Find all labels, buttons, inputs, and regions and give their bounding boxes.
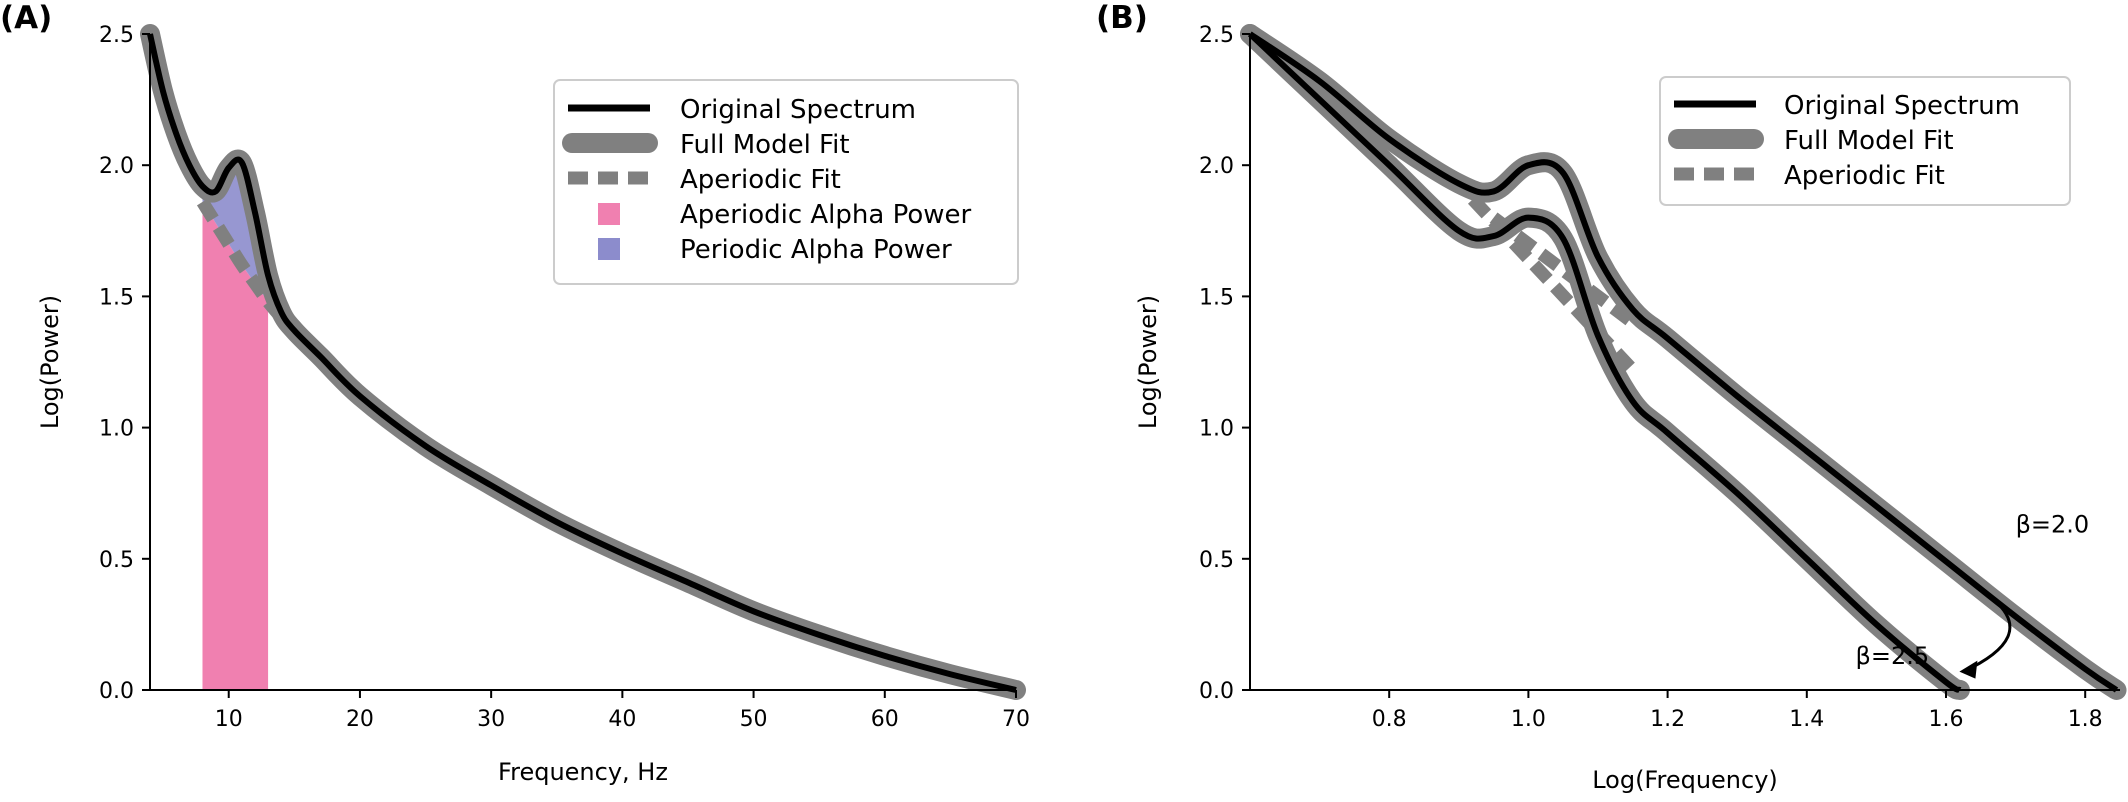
curved-arrow-icon — [1962, 599, 2012, 673]
x-tick-label: 70 — [1002, 707, 1030, 732]
y-tick-label: 2.5 — [1199, 23, 1234, 48]
panel-a-axes — [149, 34, 1016, 691]
legend-full-model-fit: Full Model Fit — [1784, 126, 1954, 156]
aperiodic-alpha-power-swatch — [598, 203, 620, 225]
x-tick-label: 50 — [740, 707, 768, 732]
panel-a-x-axis-label: Frequency, Hz — [498, 758, 668, 786]
legend-original-spectrum: Original Spectrum — [1784, 91, 2020, 121]
y-tick-label: 1.5 — [1199, 285, 1234, 310]
x-tick-label: 1.8 — [2068, 707, 2103, 732]
periodic-alpha-power-swatch — [598, 238, 620, 260]
x-tick-label: 1.4 — [1789, 707, 1824, 732]
legend-aperiodic-alpha-power: Aperiodic Alpha Power — [680, 200, 972, 230]
aperiodic-fit-line-beta-2-5 — [1467, 194, 1638, 375]
legend-original-spectrum: Original Spectrum — [680, 95, 916, 125]
y-tick-label: 2.0 — [99, 154, 134, 179]
x-tick-label: 40 — [608, 707, 636, 732]
y-tick-label: 0.0 — [1199, 679, 1234, 704]
panel-b: (B) 0.8 1.0 1.2 1.4 1.6 1.8 — [1096, 0, 2127, 794]
beta-2-5-annotation: β=2.5 — [1856, 642, 1930, 670]
legend-aperiodic-fit: Aperiodic Fit — [680, 165, 841, 195]
x-tick-label: 60 — [871, 707, 899, 732]
beta-2-0-annotation: β=2.0 — [2016, 511, 2090, 539]
x-tick-label: 1.2 — [1650, 707, 1685, 732]
legend-box — [553, 79, 1019, 285]
aperiodic-fit-line — [196, 198, 287, 322]
y-tick-label: 1.5 — [99, 285, 134, 310]
y-tick-label: 1.0 — [99, 417, 134, 442]
panel-b-series — [1240, 24, 2127, 700]
x-tick-label: 20 — [346, 707, 374, 732]
panel-b-y-axis-label: Log(Power) — [1134, 295, 1162, 429]
y-tick-label: 0.0 — [99, 679, 134, 704]
x-tick-label: 1.6 — [1929, 707, 1964, 732]
panel-b-label: (B) — [1096, 0, 1148, 36]
panel-a-series — [140, 24, 1026, 700]
y-tick-label: 0.5 — [1199, 548, 1234, 573]
x-tick-label: 30 — [477, 707, 505, 732]
legend-periodic-alpha-power: Periodic Alpha Power — [680, 235, 952, 265]
legend-aperiodic-fit: Aperiodic Fit — [1784, 161, 1945, 191]
panel-a: (A) 10 20 30 40 — [0, 0, 1030, 786]
panel-a-y-ticks: 0.0 0.5 1.0 1.5 2.0 2.5 — [99, 23, 150, 704]
panel-a-y-axis-label: Log(Power) — [36, 295, 64, 429]
x-tick-label: 1.0 — [1511, 707, 1546, 732]
panel-a-legend: Original Spectrum Full Model Fit Aperiod… — [553, 79, 1019, 285]
x-tick-label: 0.8 — [1372, 707, 1407, 732]
panel-b-x-axis-label: Log(Frequency) — [1592, 766, 1778, 794]
panel-b-x-ticks: 0.8 1.0 1.2 1.4 1.6 1.8 — [1372, 690, 2103, 732]
original-spectrum-line — [147, 33, 1017, 693]
original-spectrum-line-beta-2-0 — [1248, 31, 2119, 693]
panel-b-legend: Original Spectrum Full Model Fit Aperiod… — [1659, 76, 2071, 206]
panel-b-y-ticks: 0.0 0.5 1.0 1.5 2.0 2.5 — [1199, 23, 1250, 704]
y-tick-label: 0.5 — [99, 548, 134, 573]
y-tick-label: 2.0 — [1199, 154, 1234, 179]
original-spectrum-line-beta-2-5 — [1247, 31, 1962, 693]
aperiodic-alpha-power-area — [202, 201, 269, 690]
legend-box — [1659, 76, 2071, 206]
panel-a-label: (A) — [0, 0, 52, 36]
legend-full-model-fit: Full Model Fit — [680, 130, 850, 160]
y-tick-label: 1.0 — [1199, 417, 1234, 442]
panel-a-x-ticks: 10 20 30 40 50 60 70 — [215, 690, 1030, 732]
y-tick-label: 2.5 — [99, 23, 134, 48]
x-tick-label: 10 — [215, 707, 243, 732]
panel-b-axes — [1249, 34, 2120, 691]
arrowhead-icon — [1959, 660, 1978, 679]
